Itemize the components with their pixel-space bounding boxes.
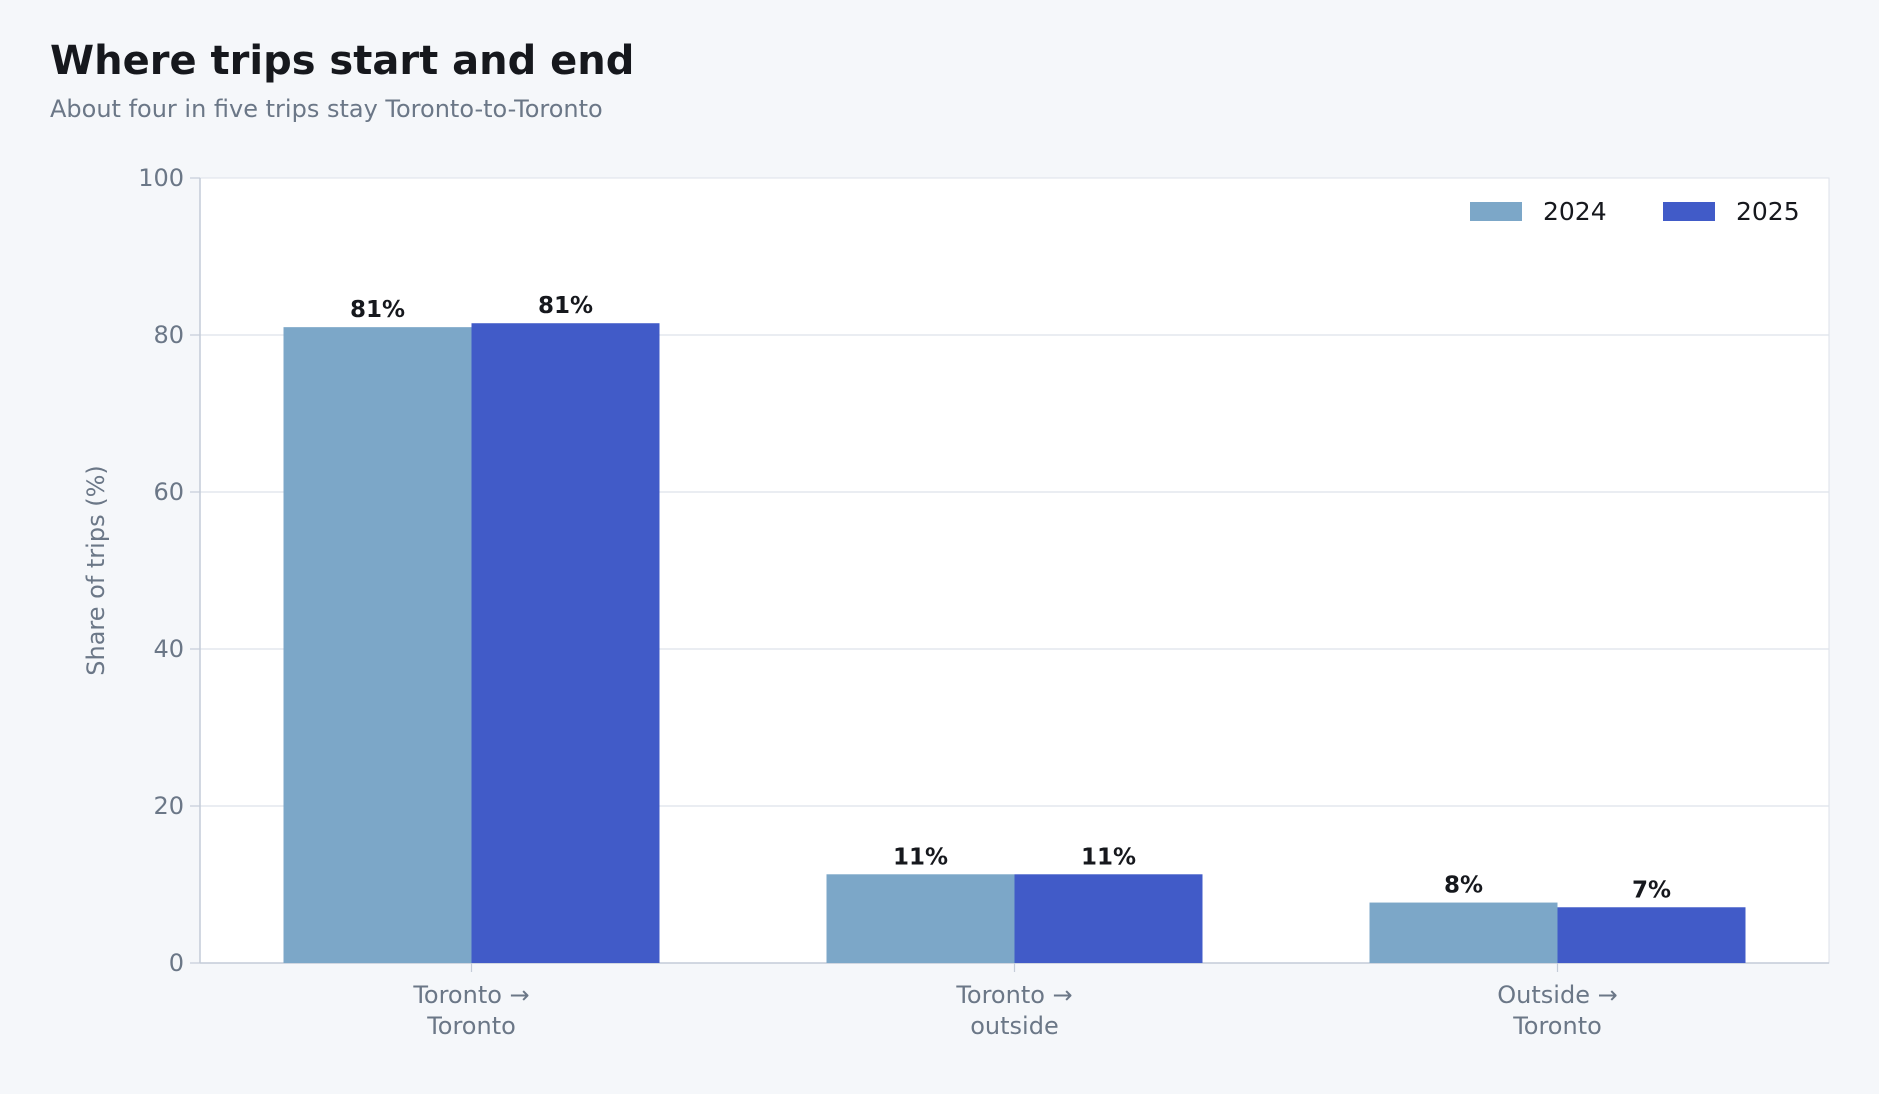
legend-label-2024: 2024 [1543, 197, 1607, 226]
chart-title: Where trips start and end [50, 38, 635, 84]
bar-value-label: 11% [1081, 844, 1136, 870]
y-tick-label: 100 [138, 164, 184, 192]
x-tick-label: Toronto [1512, 1012, 1602, 1040]
y-axis-label: Share of trips (%) [82, 465, 110, 676]
x-tick-label: Outside → [1497, 981, 1617, 1009]
bar-2024 [1369, 902, 1558, 963]
chart-subtitle: About four in five trips stay Toronto-to… [50, 95, 603, 123]
bar-2025 [1014, 874, 1203, 963]
x-tick-label: outside [970, 1012, 1058, 1040]
y-tick-label: 80 [153, 321, 184, 349]
bar-2025 [471, 323, 660, 964]
bar-2024 [826, 874, 1015, 963]
bar-2025 [1557, 907, 1746, 963]
bar-value-label: 8% [1444, 873, 1483, 899]
x-tick-label: Toronto → [955, 981, 1072, 1009]
y-tick-label: 0 [169, 949, 184, 977]
y-tick-label: 20 [153, 792, 184, 820]
legend-swatch-2024 [1470, 202, 1522, 221]
bar-value-label: 81% [350, 297, 405, 323]
bar-value-label: 7% [1632, 877, 1671, 903]
y-tick-label: 60 [153, 478, 184, 506]
legend-label-2025: 2025 [1736, 197, 1800, 226]
bar-value-label: 81% [538, 293, 593, 319]
bar-2024 [283, 327, 472, 963]
y-tick-label: 40 [153, 635, 184, 663]
x-tick-label: Toronto [426, 1012, 516, 1040]
legend-swatch-2025 [1663, 202, 1715, 221]
bar-value-label: 11% [893, 844, 948, 870]
x-tick-label: Toronto → [412, 981, 529, 1009]
